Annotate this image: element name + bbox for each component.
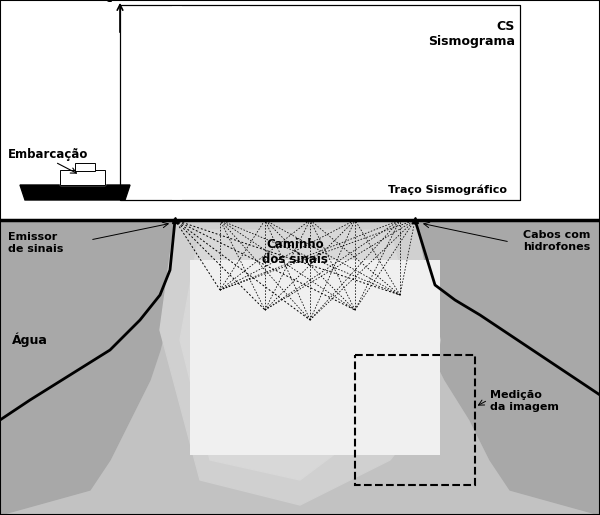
Text: Medição
da imagem: Medição da imagem — [490, 390, 559, 411]
Bar — [355, 355, 475, 485]
Text: Água: Água — [12, 333, 48, 347]
Text: t: t — [104, 0, 112, 5]
Bar — [120, 5, 520, 200]
Bar — [60, 170, 105, 185]
Bar — [190, 260, 440, 455]
Bar — [75, 163, 95, 171]
Polygon shape — [160, 220, 440, 505]
Polygon shape — [415, 220, 600, 515]
Text: Caminho
dos sinais: Caminho dos sinais — [262, 238, 328, 266]
Polygon shape — [0, 220, 175, 515]
Text: CS
Sismograma: CS Sismograma — [428, 20, 515, 48]
Text: Traço Sismográfico: Traço Sismográfico — [388, 184, 507, 195]
Text: Cabos com
hidrofones: Cabos com hidrofones — [523, 230, 590, 252]
Text: Emissor
de sinais: Emissor de sinais — [8, 232, 64, 253]
Polygon shape — [180, 230, 415, 480]
Text: Embarcação: Embarcação — [8, 148, 88, 161]
Polygon shape — [60, 170, 105, 185]
Bar — [0, 0, 600, 220]
Bar — [240, 5, 250, 200]
Bar — [0, 220, 600, 515]
Bar — [120, 5, 520, 200]
Bar — [172, 5, 182, 200]
Polygon shape — [20, 185, 130, 200]
